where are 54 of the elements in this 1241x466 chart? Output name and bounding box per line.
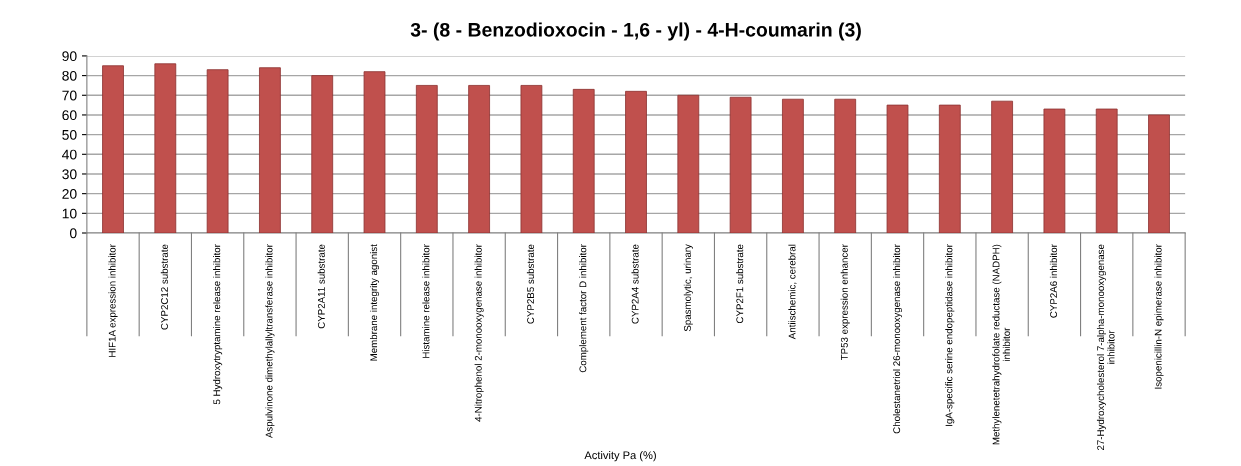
y-tick-label: 20	[62, 188, 77, 199]
bar	[1043, 108, 1066, 233]
y-tick-label: 70	[62, 90, 77, 101]
y-tick-label: 30	[62, 169, 77, 180]
bar	[259, 67, 281, 233]
bar	[677, 94, 700, 233]
bar	[311, 75, 334, 233]
x-tick-label: 5 Hydroxytryptamine release inhibitor	[213, 244, 223, 405]
chart-title: 3- (8 - Benzodioxocin - 1,6 - yl) - 4-H-coumarin (3)	[410, 22, 861, 41]
x-tick-label: TP53 expression enhancer	[840, 244, 850, 361]
bar	[625, 90, 647, 233]
y-tick-label: 40	[62, 149, 77, 160]
x-tick-label: HIF1A expression inhibitor	[108, 244, 118, 357]
y-tick-label: 50	[62, 129, 77, 140]
x-tick-label: Histamine release inhibitor	[422, 244, 430, 358]
y-tick-label: 0	[69, 228, 77, 239]
x-tick-label: CYP2F1 substrate	[736, 244, 744, 324]
x-tick-label: Cholestanetriol 26-monooxygenase inhibitor	[892, 244, 903, 434]
x-tick-label: Isopenicillin-N epimerase inhibitor	[1154, 244, 1164, 389]
bar	[102, 65, 124, 233]
bar	[886, 104, 909, 233]
x-tick-label: Spasmolytic, urinary	[683, 244, 693, 332]
bar	[415, 85, 438, 233]
bar	[154, 63, 177, 233]
y-tick-label: 80	[62, 70, 77, 81]
bar	[206, 69, 229, 233]
bar	[938, 104, 961, 233]
x-tick-label: Complement factor D inhibitor	[579, 244, 589, 373]
bar	[572, 88, 595, 233]
x-tick-label: CYP2C12 substrate	[160, 244, 168, 330]
x-tick-label: CYP2A11 substrate	[317, 244, 325, 329]
x-tick-label: 4-Nitrophenol 2-monooxygenase inhibitor	[474, 244, 484, 422]
bar	[991, 100, 1013, 233]
bar	[520, 85, 543, 233]
x-tick-label: Membrane integrity agonist	[369, 244, 380, 361]
x-tick-label: CYP2A6 inhibitor	[1049, 244, 1058, 318]
x-tick-label: CYP2B5 substrate	[526, 244, 535, 324]
y-tick-label: 60	[62, 110, 77, 121]
bar	[729, 96, 752, 233]
x-tick-label: CYP2A4 substrate	[631, 244, 639, 324]
bar	[363, 71, 386, 233]
bar	[782, 98, 804, 233]
x-tick-label: IgA-specific serine endopeptidase inhibitor	[945, 244, 955, 426]
x-tick-label: Antiischemic, cerebral	[788, 244, 797, 340]
x-tick-label: 27-Hydroxycholesterol 7-alpha-monooxygenase inhibitor	[1096, 244, 1115, 451]
bar	[468, 85, 490, 233]
x-axis-title: Activity Pa (%)	[584, 450, 656, 462]
x-tick-label: Aspulvinone dimethylallyltransferase inhibitor	[265, 244, 275, 439]
bar	[1095, 108, 1118, 233]
x-tick-label: Methylenetetrahydrofolate reductase (NADPH) inhibitor	[992, 244, 1010, 445]
bar	[1148, 114, 1170, 233]
y-tick-label: 90	[62, 51, 77, 62]
bar	[834, 98, 857, 233]
y-tick-label: 10	[62, 208, 77, 219]
